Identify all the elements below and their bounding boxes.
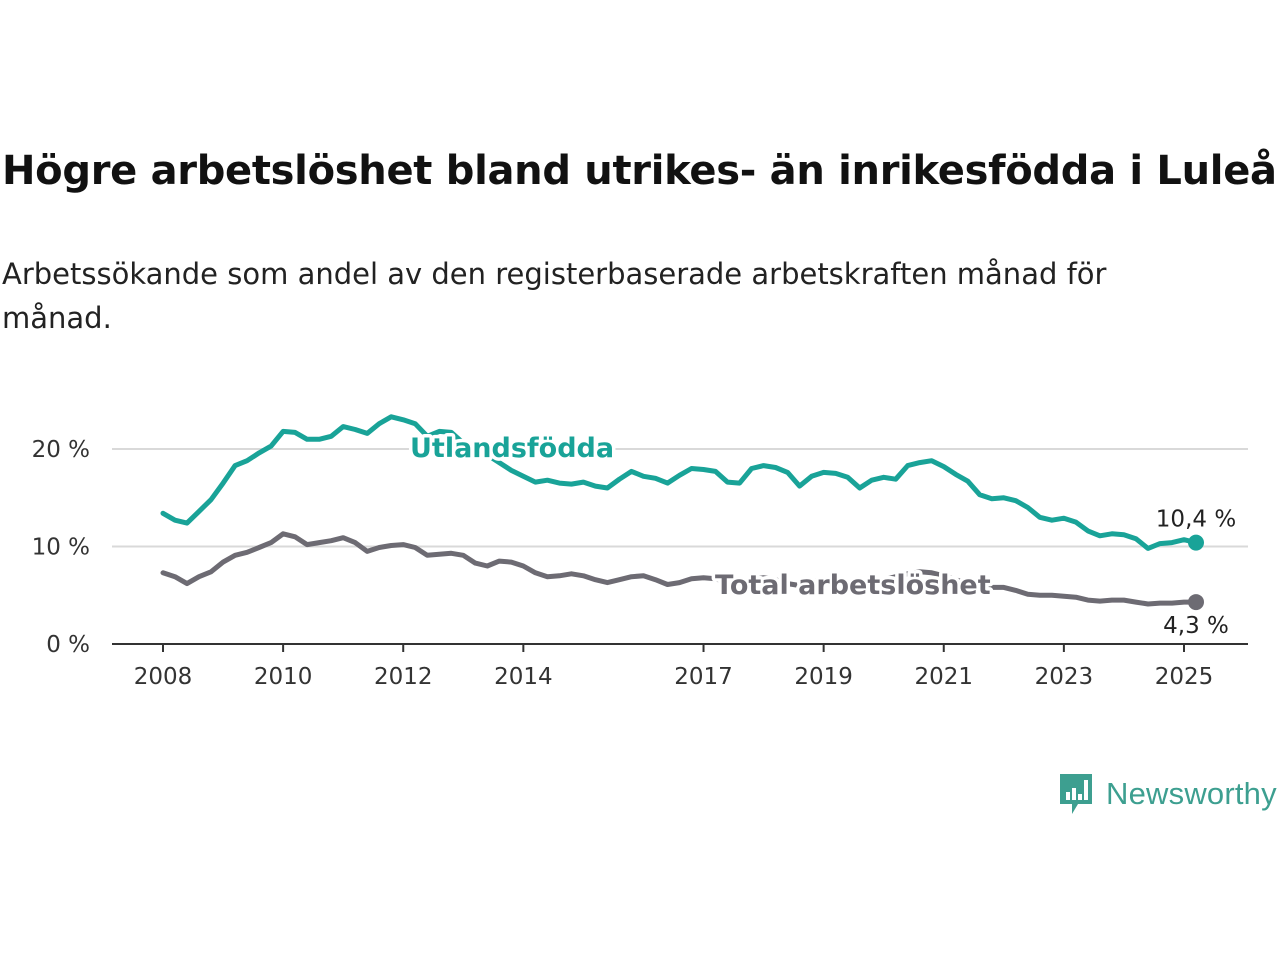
- x-tick-label: 2025: [1155, 664, 1214, 690]
- x-tick-label: 2008: [134, 664, 193, 690]
- chart-subtitle: Arbetssökande som andel av den registerb…: [2, 257, 1107, 335]
- x-axis: 2008 2010 2012 2014 2017 2019 2021 2023 2025: [112, 643, 1248, 690]
- x-tick-label: 2021: [914, 664, 973, 690]
- series-end-label: 10,4 %: [1156, 507, 1236, 533]
- x-tick-label: 2012: [374, 664, 433, 690]
- chart-title: Högre arbetslöshet bland utrikes- än inr…: [2, 148, 1277, 194]
- series-line: [160, 414, 1199, 551]
- y-tick-label: 20 %: [32, 437, 90, 463]
- y-tick-label: 0 %: [46, 632, 90, 658]
- x-tick-label: 2019: [794, 664, 853, 690]
- brand-name: Newsworthy: [1106, 776, 1277, 811]
- y-axis: 0 % 10 % 20 %: [32, 437, 90, 658]
- series-group: [160, 414, 1204, 611]
- series-line: [160, 531, 1199, 607]
- x-tick-label: 2010: [254, 664, 313, 690]
- newsworthy-logo: Newsworthy: [1058, 772, 1277, 816]
- series-end-label: 4,3 %: [1163, 613, 1229, 639]
- series-name-label: Utlandsfödda: [410, 433, 614, 464]
- x-tick-label: 2023: [1035, 664, 1094, 690]
- x-tick-label: 2014: [494, 664, 553, 690]
- series-end-point: [1188, 534, 1204, 551]
- series-end-point: [1188, 594, 1204, 611]
- series-labels: 10,4 % Utlandsfödda 4,3 % Total arbetslöshe…: [407, 430, 1237, 640]
- bar-chart-speech-bubble-icon: [1060, 774, 1092, 814]
- line-chart: 0 % 10 % 20 % 2008 2010 2012 2014 2017 2019 2021…: [32, 414, 1248, 690]
- x-tick-label: 2017: [674, 664, 733, 690]
- grid-lines: [112, 448, 1248, 548]
- series-name-label: Total arbetslöshet: [715, 570, 991, 601]
- y-tick-label: 10 %: [32, 535, 90, 561]
